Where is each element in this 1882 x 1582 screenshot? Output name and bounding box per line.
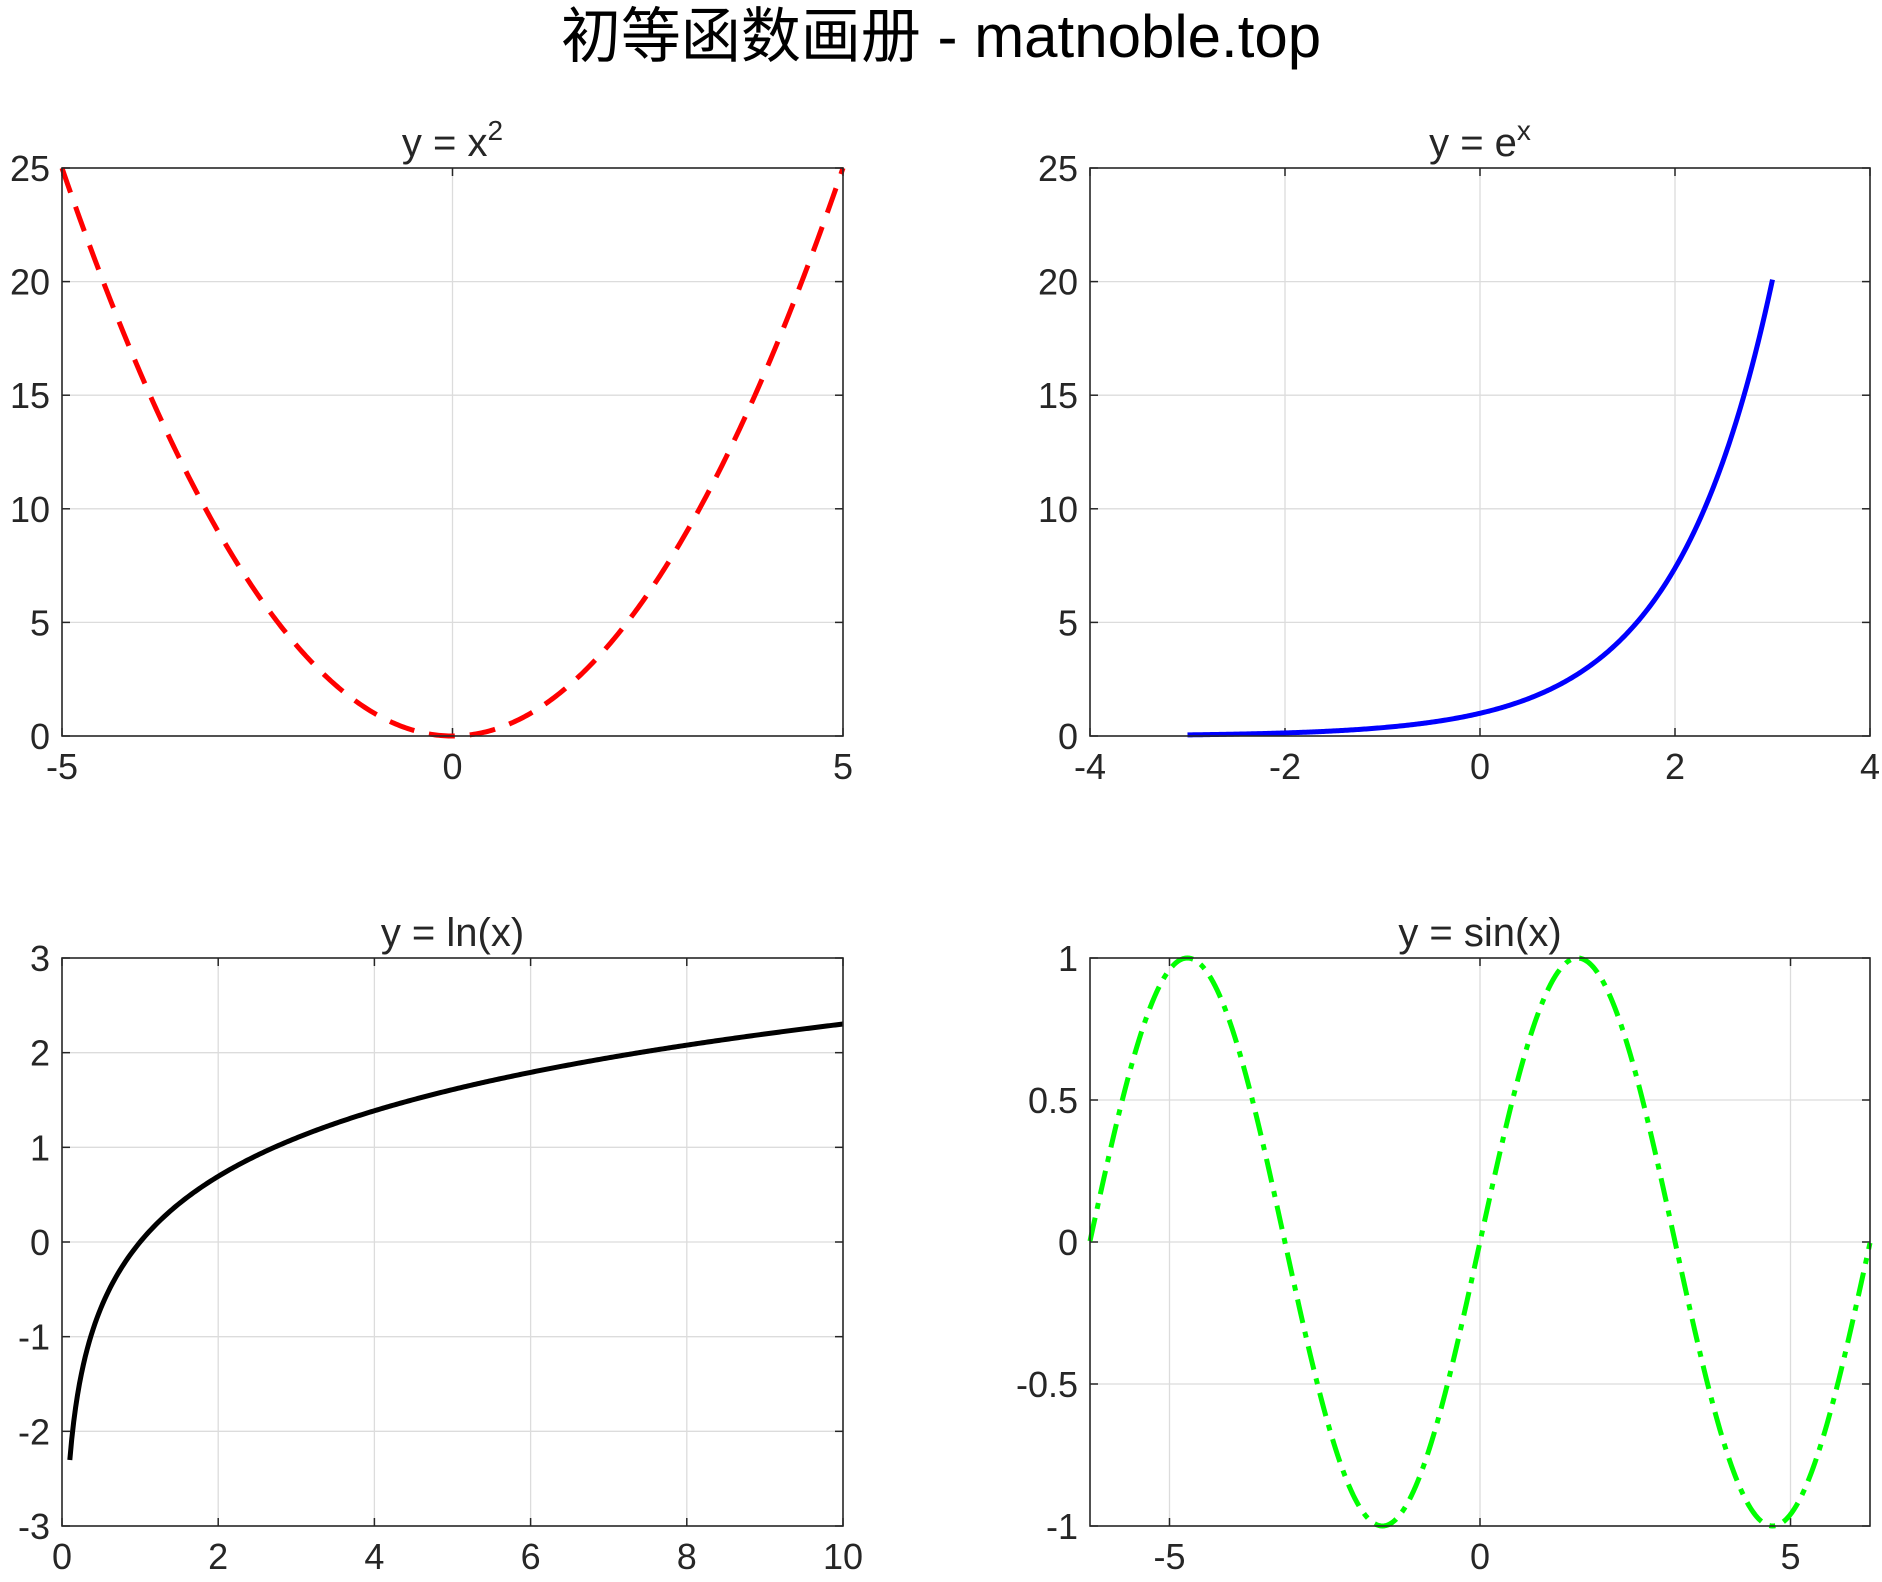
y-tick-label: 15 [1038,375,1078,416]
y-tick-label: 20 [1038,262,1078,303]
y-tick-label: 0 [1058,1222,1078,1263]
y-tick-label: 1 [1058,938,1078,979]
x-tick-label: 2 [1665,746,1685,787]
subplot-4: -5 0 5 -1 -0.5 0 0.5 1 y = sin(x) [1016,911,1873,1577]
subplot-title: y = ex [1429,115,1531,165]
x-tick-label: 4 [364,1536,384,1577]
title-superscript: 2 [488,115,504,146]
y-tick-label: -0.5 [1016,1364,1078,1405]
x-tick-label: 6 [521,1536,541,1577]
y-tick-label: 5 [1058,602,1078,643]
y-tick-label: 5 [30,602,50,643]
y-tick-label: 0 [1058,716,1078,757]
subplot-3: 0 2 4 6 8 10 -3 -2 -1 0 1 2 3 y = ln(x) [18,911,863,1577]
subplot-title: y = x2 [402,115,503,165]
figure-title: 初等函数画册 - matnoble.top [560,3,1322,70]
y-tick-label: 0.5 [1028,1080,1078,1121]
y-tick-label: 3 [30,938,50,979]
series-line [1087,955,1873,1529]
axes-frame [61,167,844,737]
y-tick-label: 0 [30,1222,50,1263]
y-tick-label: 2 [30,1033,50,1074]
y-tick-label: 10 [1038,489,1078,530]
x-tick-label: -4 [1074,746,1106,787]
x-tick-label: 4 [1860,746,1880,787]
x-tick-label: 0 [442,746,462,787]
x-tick-label: 2 [208,1536,228,1577]
series-line [67,1021,844,1461]
x-tick-label: -5 [46,746,78,787]
x-tick-label: 0 [52,1536,72,1577]
y-tick-label: 25 [1038,148,1078,189]
y-tick-label: -1 [1046,1506,1078,1547]
y-tick-label: -1 [18,1317,50,1358]
y-tick-label: 0 [30,716,50,757]
y-tick-label: 15 [10,375,50,416]
axes-frame [1089,167,1871,737]
subplot-2: -4 -2 0 2 4 0 5 10 15 20 25 y = ex [1038,115,1880,787]
y-tick-label: 10 [10,489,50,530]
x-tick-label: 5 [833,746,853,787]
subplot-title: y = sin(x) [1398,911,1561,955]
y-tick-label: -3 [18,1506,50,1547]
x-tick-label: 8 [677,1536,697,1577]
x-tick-label: 10 [823,1536,863,1577]
axes-frame [61,957,844,1527]
x-tick-label: -2 [1269,746,1301,787]
x-tick-label: -5 [1153,1536,1185,1577]
y-tick-label: 25 [10,148,50,189]
series-line [1186,279,1775,738]
subplot-title: y = ln(x) [381,911,524,955]
x-tick-label: 0 [1470,746,1490,787]
y-tick-label: 1 [30,1127,50,1168]
x-tick-label: 0 [1470,1536,1490,1577]
y-tick-label: 20 [10,262,50,303]
y-tick-label: -2 [18,1411,50,1452]
title-superscript: x [1517,115,1531,146]
axes-frame [1089,957,1871,1527]
x-tick-label: 5 [1780,1536,1800,1577]
